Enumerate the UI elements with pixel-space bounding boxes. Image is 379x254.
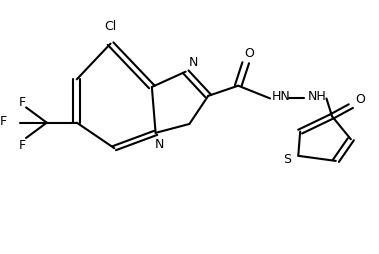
Text: N: N: [188, 56, 198, 69]
Text: HN: HN: [272, 90, 291, 103]
Text: Cl: Cl: [105, 20, 117, 33]
Text: NH: NH: [308, 90, 326, 103]
Text: S: S: [283, 152, 291, 165]
Text: N: N: [155, 137, 164, 150]
Text: F: F: [19, 95, 26, 108]
Text: F: F: [19, 138, 26, 151]
Text: O: O: [244, 47, 254, 60]
Text: F: F: [0, 114, 7, 127]
Text: O: O: [355, 93, 365, 105]
